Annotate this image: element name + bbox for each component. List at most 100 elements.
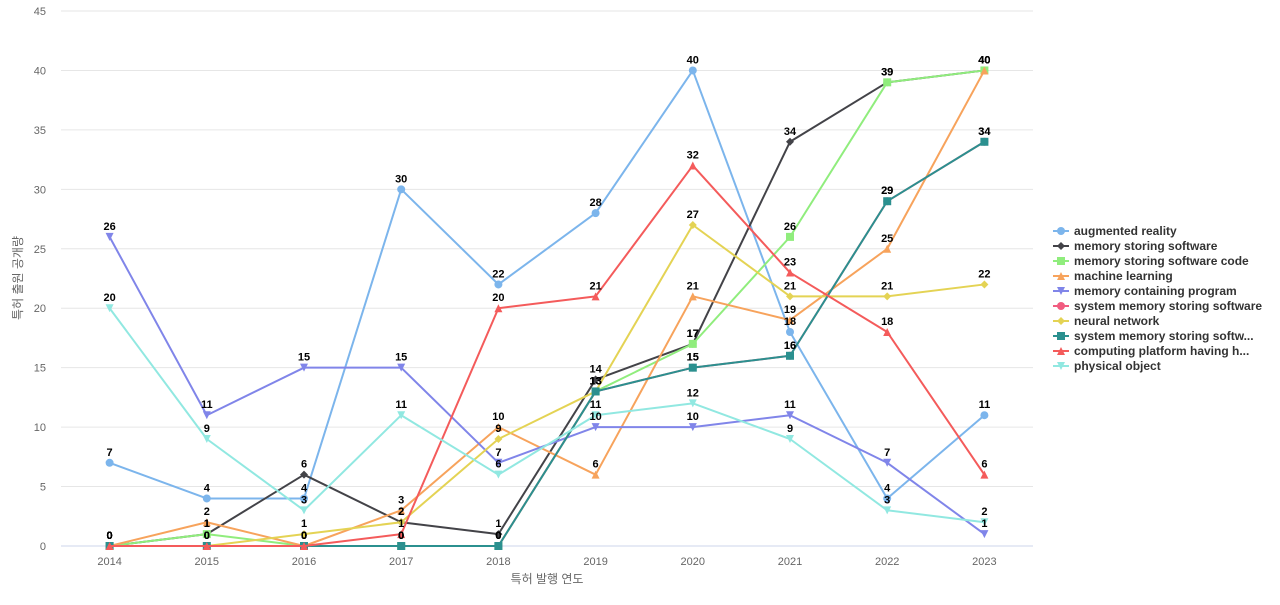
data-point[interactable] xyxy=(397,542,406,550)
data-point[interactable] xyxy=(494,470,503,479)
data-point[interactable] xyxy=(397,411,406,420)
data-point[interactable] xyxy=(980,66,989,75)
legend-item[interactable]: neural network xyxy=(1053,314,1160,328)
data-point[interactable] xyxy=(786,328,794,336)
data-point[interactable] xyxy=(494,280,503,289)
data-point[interactable] xyxy=(591,423,600,432)
data-point[interactable] xyxy=(202,542,211,550)
legend-item[interactable]: system memory storing softw... xyxy=(1053,329,1254,343)
data-point[interactable] xyxy=(494,423,503,432)
data-point[interactable] xyxy=(883,328,892,336)
data-point[interactable] xyxy=(591,411,600,420)
data-point[interactable] xyxy=(786,268,794,277)
data-point[interactable] xyxy=(105,458,114,467)
data-point[interactable] xyxy=(883,506,892,515)
data-point[interactable] xyxy=(786,232,794,241)
series-line[interactable] xyxy=(108,235,986,536)
data-point[interactable] xyxy=(786,292,794,301)
data-label: 0 xyxy=(107,530,113,542)
data-label: 13 xyxy=(589,375,601,387)
legend-item[interactable]: system memory storing software xyxy=(1053,299,1262,313)
legend-item[interactable]: memory storing software xyxy=(1053,239,1218,253)
data-point[interactable] xyxy=(202,530,211,539)
data-label: 26 xyxy=(784,221,796,233)
data-point[interactable] xyxy=(397,185,406,194)
data-point[interactable] xyxy=(980,470,989,479)
series-line[interactable] xyxy=(108,224,986,547)
data-point[interactable] xyxy=(688,339,697,348)
data-point[interactable] xyxy=(688,292,697,301)
series-line[interactable] xyxy=(108,164,986,547)
data-point[interactable] xyxy=(591,209,600,218)
data-point[interactable] xyxy=(688,66,697,75)
data-point[interactable] xyxy=(786,137,794,146)
data-label: 34 xyxy=(978,126,991,138)
data-point[interactable] xyxy=(300,470,308,479)
data-point[interactable] xyxy=(688,161,697,170)
data-point[interactable] xyxy=(883,292,892,301)
data-point[interactable] xyxy=(105,232,114,241)
data-point[interactable] xyxy=(980,530,989,539)
data-point[interactable] xyxy=(105,542,114,550)
data-point[interactable] xyxy=(105,304,114,313)
legend-label: system memory storing software xyxy=(1074,299,1262,313)
data-point[interactable] xyxy=(397,363,406,372)
legend-item[interactable]: machine learning xyxy=(1053,269,1173,283)
data-point[interactable] xyxy=(688,363,697,372)
series-line[interactable] xyxy=(108,69,986,500)
data-point[interactable] xyxy=(688,399,697,408)
legend-item[interactable]: computing platform having h... xyxy=(1053,344,1249,358)
data-point[interactable] xyxy=(980,280,989,289)
data-point[interactable] xyxy=(494,435,503,443)
data-point[interactable] xyxy=(300,494,308,503)
data-point[interactable] xyxy=(786,351,794,360)
data-point[interactable] xyxy=(980,411,989,420)
series-line[interactable] xyxy=(108,307,986,524)
data-point[interactable] xyxy=(688,423,697,432)
data-point[interactable] xyxy=(591,387,600,396)
data-point[interactable] xyxy=(980,518,989,527)
legend-item[interactable]: physical object xyxy=(1053,359,1161,373)
data-point[interactable] xyxy=(202,411,211,420)
series-line[interactable] xyxy=(108,69,986,547)
legend-marker xyxy=(1057,227,1065,235)
data-point[interactable] xyxy=(980,137,989,146)
data-point[interactable] xyxy=(494,304,503,313)
data-point[interactable] xyxy=(300,530,308,539)
legend-label: physical object xyxy=(1074,359,1161,373)
data-point[interactable] xyxy=(688,221,697,229)
data-label: 0 xyxy=(107,530,113,542)
data-point[interactable] xyxy=(300,506,308,515)
data-point[interactable] xyxy=(300,363,308,372)
data-point[interactable] xyxy=(883,494,892,503)
data-point[interactable] xyxy=(397,530,406,539)
legend-item[interactable]: memory storing software code xyxy=(1053,254,1249,268)
data-label: 11 xyxy=(784,399,796,411)
series-line[interactable] xyxy=(108,69,986,547)
data-point[interactable] xyxy=(202,435,211,443)
data-point[interactable] xyxy=(397,506,406,515)
data-point[interactable] xyxy=(883,244,892,253)
legend-item[interactable]: augmented reality xyxy=(1053,224,1177,238)
data-label: 0 xyxy=(398,530,404,542)
data-point[interactable] xyxy=(494,530,503,539)
data-point[interactable] xyxy=(786,316,794,325)
data-point[interactable] xyxy=(883,197,892,206)
data-point[interactable] xyxy=(300,542,308,550)
data-point[interactable] xyxy=(397,518,406,527)
x-tick-label: 2021 xyxy=(778,556,802,568)
data-point[interactable] xyxy=(786,435,794,443)
data-point[interactable] xyxy=(591,375,600,384)
legend-item[interactable]: memory containing program xyxy=(1053,284,1237,298)
data-label: 13 xyxy=(589,375,601,387)
data-label: 40 xyxy=(978,54,990,66)
data-point[interactable] xyxy=(494,542,503,550)
data-point[interactable] xyxy=(494,458,503,467)
data-point[interactable] xyxy=(883,78,892,87)
data-point[interactable] xyxy=(786,411,794,420)
data-point[interactable] xyxy=(883,458,892,467)
data-point[interactable] xyxy=(591,292,600,301)
data-point[interactable] xyxy=(202,518,211,527)
data-point[interactable] xyxy=(202,494,211,503)
data-point[interactable] xyxy=(591,470,600,479)
